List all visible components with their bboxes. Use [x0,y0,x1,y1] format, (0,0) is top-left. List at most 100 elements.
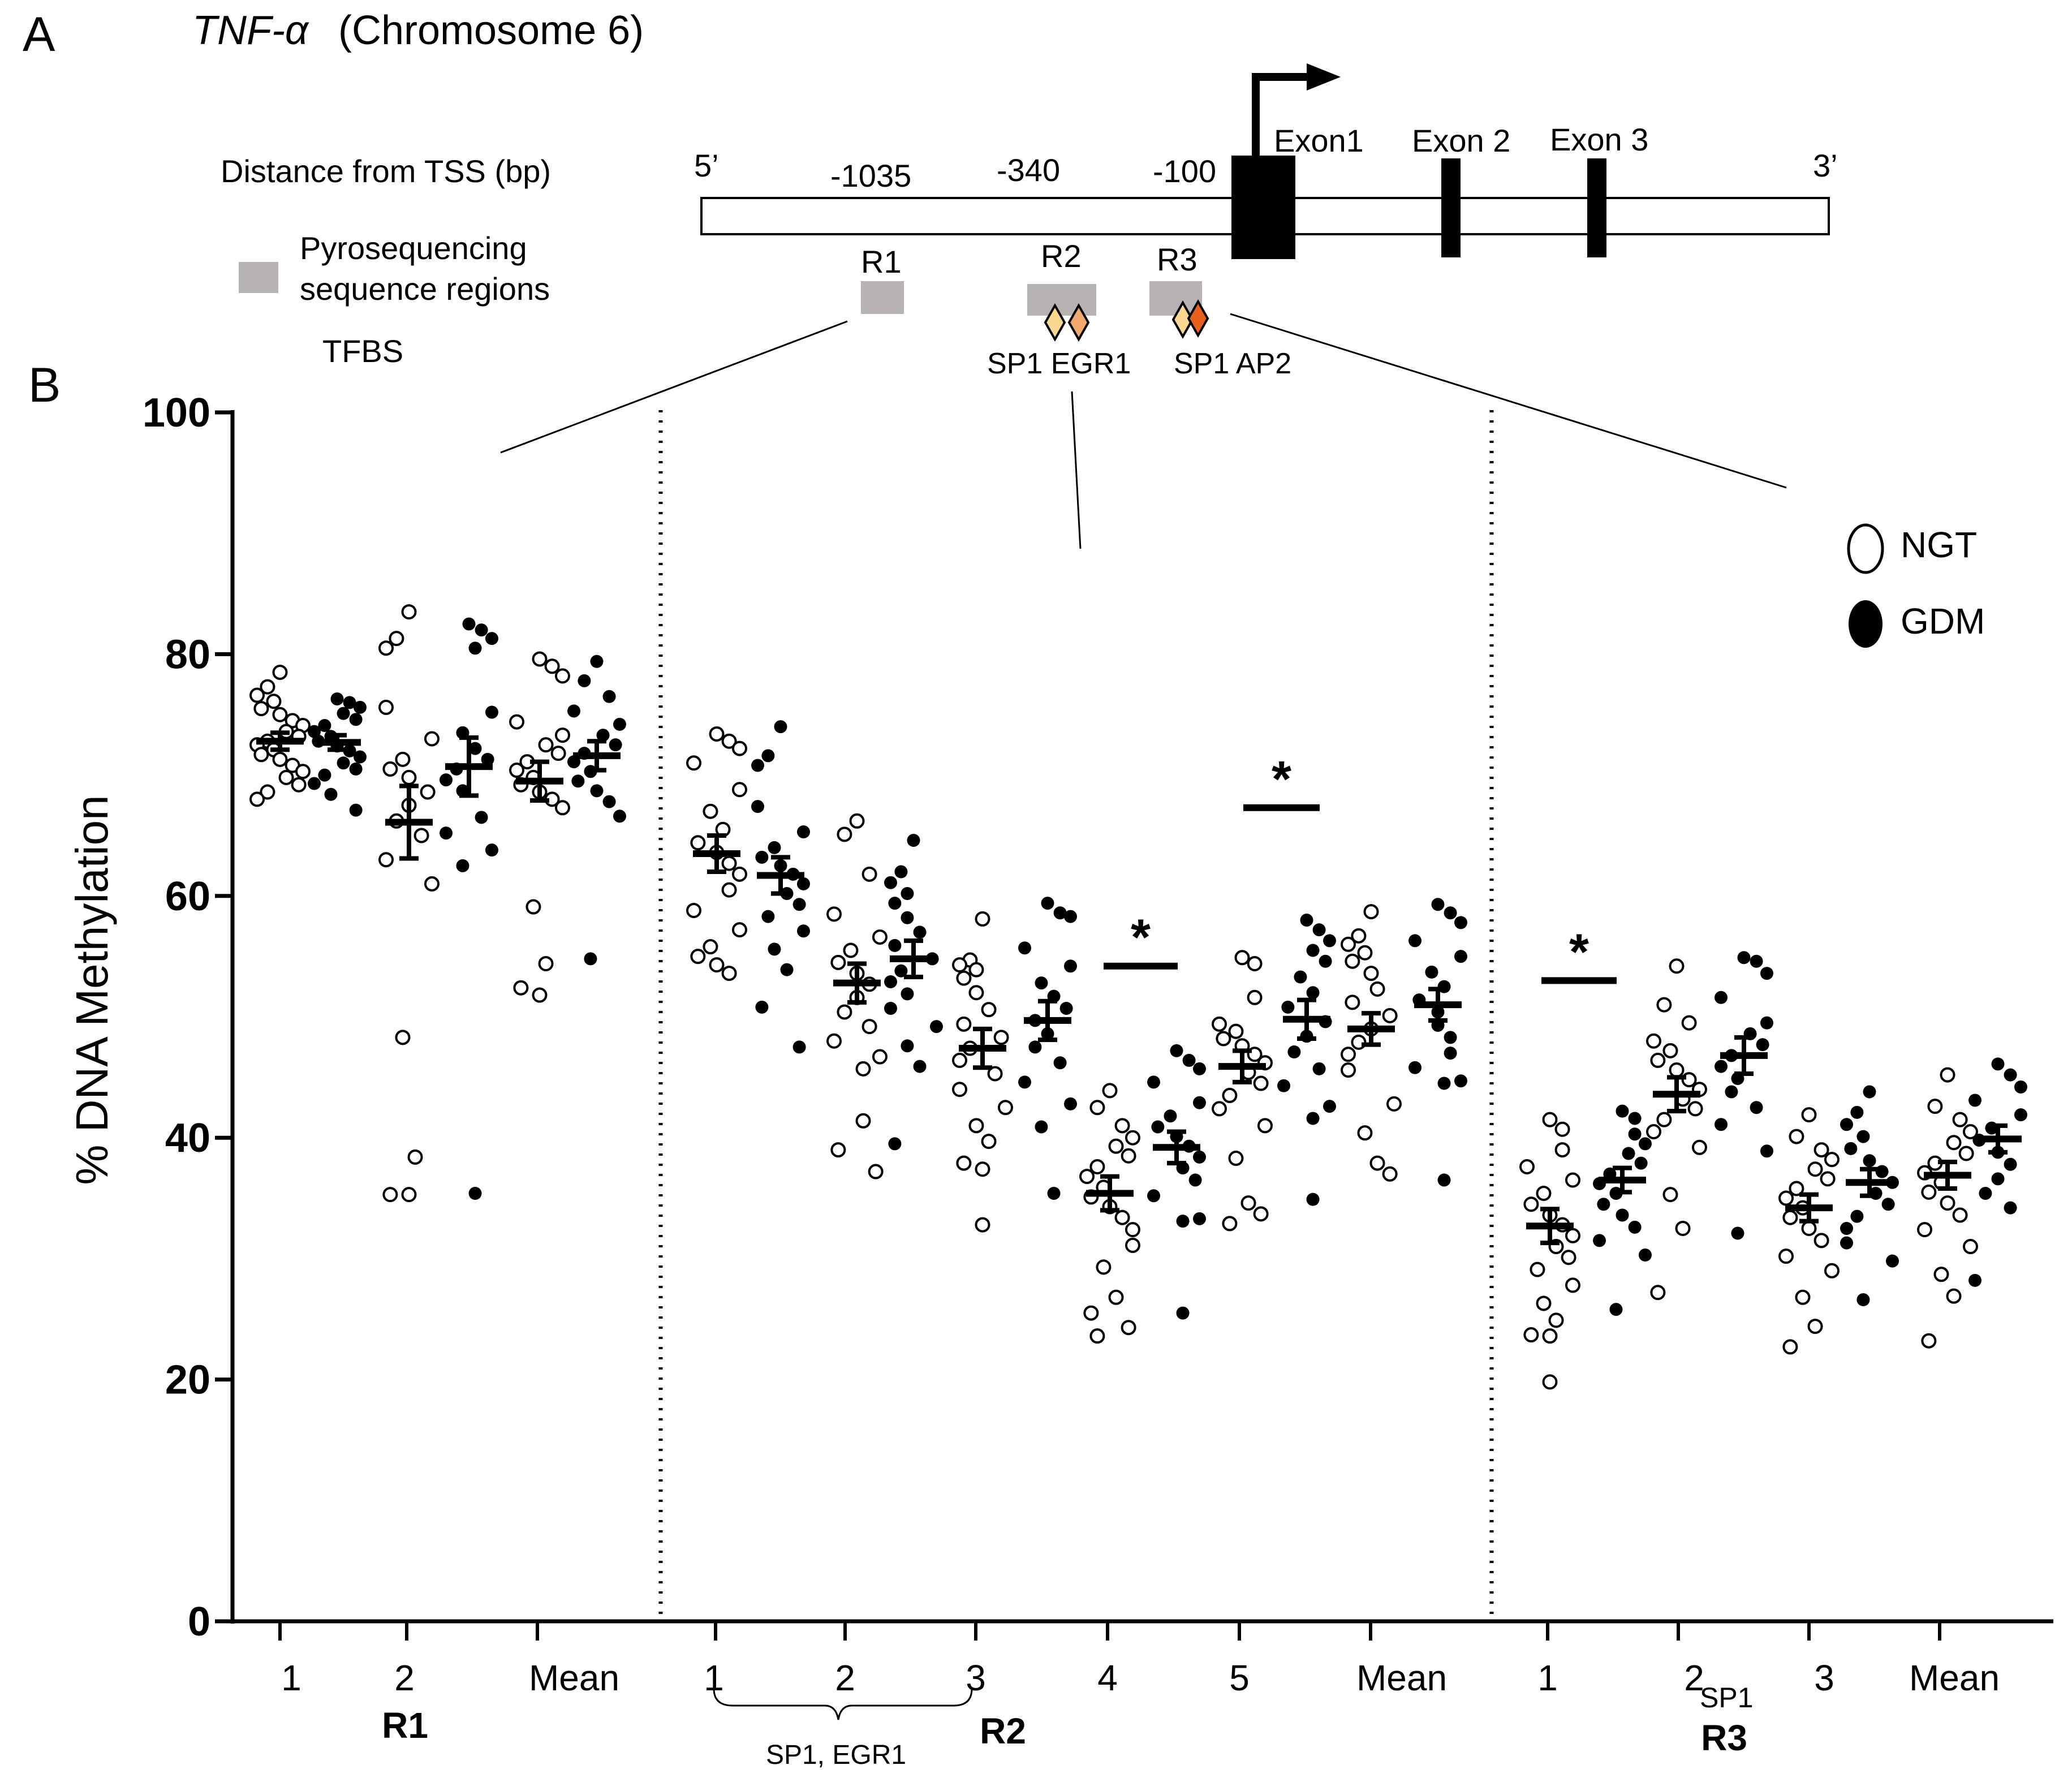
ngt-data-point [1921,1184,1937,1200]
gdm-data-point [1881,1198,1895,1211]
gdm-series [751,720,810,1054]
gdm-series [1018,897,1077,1200]
gdm-data-point [343,696,356,709]
gdm-data-point [1408,934,1422,948]
ngt-data-point [1952,1112,1968,1127]
gdm-data-point [613,717,626,731]
gdm-data-point [755,850,769,864]
gdm-data-point [1431,898,1445,911]
gdm-data-point [330,692,344,705]
gdm-data-point [1840,1118,1854,1131]
ngt-data-point [861,866,877,882]
ngt-data-point [1083,1305,1099,1321]
ngt-data-point [1565,1228,1580,1243]
gdm-data-point [796,825,810,839]
gdm-data-point [1035,1120,1048,1134]
gdm-data-point [1018,1075,1032,1089]
ngt-data-point [993,1030,1009,1045]
gdm-data-point [1306,986,1320,1000]
ngt-data-point [1962,1124,1978,1140]
ngt-data-point [554,668,570,684]
ngt-series [1519,1112,1580,1390]
ngt-data-point [378,640,394,656]
gdm-data-point [1991,1057,2005,1071]
ngt-data-point [721,882,737,898]
gdm-data-point [1164,1109,1177,1123]
gdm-data-point [1856,1293,1870,1307]
pyrosequencing-legend-label: Pyrosequencing [300,230,527,266]
ngt-data-point [861,1019,877,1035]
ngt-data-point [1778,1249,1794,1264]
gdm-data-point [1750,954,1763,968]
gdm-data-point [1731,1226,1744,1240]
gdm-data-point [2004,1068,2017,1082]
gdm-data-point [602,690,616,703]
gdm-data-point [1760,1016,1773,1030]
ngt-data-point [1363,904,1379,920]
ngt-data-point [272,751,288,767]
ngt-data-point [975,1161,990,1177]
ngt-data-point [1212,1016,1227,1032]
pyrosequencing-legend-label: sequence regions [300,271,550,307]
ngt-data-point [868,1164,884,1179]
ngt-data-point [1125,1222,1140,1238]
gdm-data-point [1408,1061,1422,1074]
ngt-data-point [968,985,984,1001]
ngt-data-point [1257,1118,1273,1134]
ngt-data-point [721,966,737,981]
x-tick-label: 5 [1229,1658,1250,1698]
sp1-site-icon [1044,303,1066,342]
gdm-data-point [913,925,927,939]
gdm-data-point [468,742,482,755]
gdm-data-point [440,773,453,787]
region-r2-box [1027,284,1096,316]
gdm-data-point [894,865,908,879]
ngt-data-point [1102,1083,1118,1099]
ngt-series [1212,950,1273,1232]
exon2-block [1441,158,1461,257]
ngt-data-point [1662,1187,1678,1203]
gdm-data-point [1063,910,1077,923]
ngt-data-point [968,1118,984,1134]
gdm-data-point [1968,1094,1982,1107]
gdm-data-point [2014,1080,2027,1094]
ngt-data-point [1382,1166,1398,1182]
ngt-data-point [1089,1159,1105,1174]
ngt-data-point [1554,1142,1570,1158]
ngt-series [1917,1067,1978,1349]
ngt-data-point [1801,1220,1817,1236]
gdm-data-point [440,826,453,840]
ngt-data-point [1228,1151,1244,1166]
gdm-data-point [1182,1053,1196,1067]
ngt-data-point [1253,1206,1269,1222]
ngt-data-point [253,701,269,717]
gdm-data-point [1737,951,1751,965]
gdm-data-point [1609,1303,1623,1316]
ngt-data-point [843,942,859,958]
gdm-data-point [1147,1189,1161,1203]
region-label-r1: R1 [382,1705,428,1746]
panel-b-letter: B [28,358,61,412]
ngt-data-point [1778,1190,1794,1206]
gdm-data-point [768,942,781,956]
gdm-data-point [590,784,604,798]
ngt-data-point [1536,1186,1552,1202]
ngt-series [378,604,440,1203]
gdm-data-point [349,762,363,776]
ngt-data-point [1789,1129,1804,1144]
ngt-data-point [1813,1233,1829,1249]
gdm-data-point [1454,950,1467,963]
gdm-data-point [571,774,585,788]
gdm-series [1408,898,1467,1187]
ap2-site-icon [1187,299,1209,338]
gdm-data-point [901,887,914,901]
ngt-data-point [731,922,747,938]
ngt-data-point [1108,1138,1124,1154]
gdm-data-point [1425,965,1438,979]
ngt-data-point [830,1142,846,1158]
ngt-data-point [382,761,398,777]
gdm-data-point [485,632,498,645]
ngt-data-point [1669,1062,1685,1078]
ngt-series [952,911,1013,1233]
